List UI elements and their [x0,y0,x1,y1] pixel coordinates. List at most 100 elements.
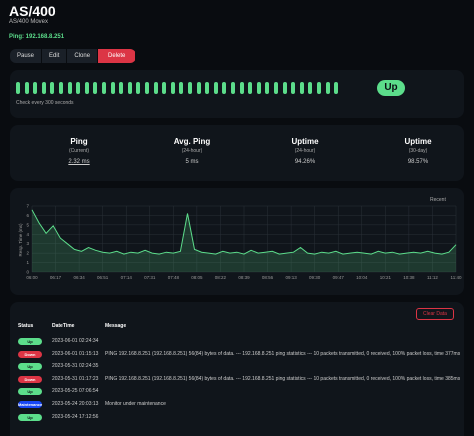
title: AS/400 [9,3,56,19]
heartbeat [41,82,46,94]
y-tick-label: 1 [26,260,29,265]
datetime: 2023-05-25 07:06:54 [52,388,99,395]
heartbeat [256,82,261,94]
chart: Resp. Time (ms) 0 1 2 3 4 5 6 7 06:00 06:17 06:34 0… [18,204,462,281]
x-tick-label: 08:39 [238,275,250,280]
heartbeat [24,82,29,94]
x-tick-label: 07:14 [121,275,133,280]
heartbeat [93,82,98,94]
x-tick-label: 11:40 [451,275,462,280]
x-tick-label: 08:22 [215,275,227,280]
status-pill: Down [18,350,42,358]
status-pill: Up [18,388,42,396]
heartbeat [102,82,106,94]
x-tick-label: 10:04 [356,275,368,280]
column-header: DateTime [52,323,75,329]
stat-label: Avg. Ping [173,137,211,146]
y-tick-label: 2 [26,251,29,256]
heartbeat [119,82,124,94]
stat-value: 5 ms [185,159,199,165]
heartbeat [308,82,313,94]
column-header: Status [18,323,34,329]
heartbeat [239,82,244,94]
x-tick-label: 09:13 [285,275,297,280]
stat: Uptime (30-day) 98.57% [363,137,473,165]
line [31,209,457,255]
y-tick-label: 4 [26,232,29,237]
stat: Uptime (24-hour) 94.26% [250,137,360,165]
stat-period: (30-day) [408,148,428,154]
interval: Check every 300 seconds [16,100,74,106]
heartbeat [67,82,72,94]
status-pill: Down [18,375,42,383]
subtitle: AS/400 Movex [9,19,49,25]
x-tick-label: 11:12 [427,275,438,280]
y-axis-label: Resp. Time (ms) [18,223,23,257]
heartbeat-card: Up Check every 300 seconds [10,70,464,118]
stat: Avg. Ping (24-hour) 5 ms [137,137,247,165]
stat-period: (24-hour) [294,148,316,154]
button-group: Pause Edit Clone Delete [10,49,136,63]
heartbeat [136,82,141,94]
stat-value: 2.32 ms [68,159,90,165]
stat: Ping (Current) 2.32 ms [24,137,134,165]
x-tick-label: 10:38 [403,275,415,280]
heartbeat [16,82,20,94]
heartbeat [50,82,55,94]
heartbeat [127,82,132,94]
x-tick-label: 07:48 [168,275,180,280]
status-pill: Maintenance [18,401,43,408]
range-selector[interactable]: Recent [430,197,446,203]
x-tick-label: 09:47 [333,275,345,280]
x-tick-label: 06:34 [73,275,85,280]
heartbeat [291,82,296,94]
heartbeat [282,82,287,94]
heartbeat [84,82,89,94]
events-card: Clear Data Status DateTime Message Up 2023-0… [10,302,464,436]
heartbeat [179,82,184,94]
clear-data-button[interactable]: Clear Data [416,308,454,320]
x-tick-label: 06:00 [26,275,38,280]
heartbeat [170,82,175,94]
stat-label: Ping [70,137,88,146]
stat-label: Uptime [404,137,432,146]
heartbeat [274,82,278,94]
heartbeat [222,82,227,94]
message: PING 192.168.8.251 (192.168.8.251) 56(84… [105,350,460,357]
datetime: 2023-05-31 02:24:35 [52,363,99,370]
y-tick-label: 5 [26,222,29,227]
heartbeat [59,82,63,94]
stat-period: (24-hour) [181,148,203,154]
y-tick-label: 6 [26,213,29,218]
heartbeat [153,82,158,94]
edit-button[interactable]: Edit [42,49,67,63]
column-header: Message [105,323,127,329]
heartbeat [299,82,304,94]
heartbeat [334,82,339,94]
y-tick-label: 7 [26,204,29,209]
heartbeat [33,82,38,94]
heartbeat [188,82,192,94]
y-tick-label: 3 [26,241,29,246]
x-tick-label: 10:21 [380,275,392,280]
x-tick-label: 08:56 [262,275,274,280]
delete-button[interactable]: Delete [98,49,136,63]
heartbeat [248,82,253,94]
x-tick-label: 06:51 [97,275,109,280]
stat-period: (Current) [68,148,89,154]
stat-label: Uptime [291,137,319,146]
stat-value: 98.57% [407,159,429,165]
chart-card: Recent Resp. Time (ms) 0 1 2 3 4 5 6 7 06:00 06:1… [10,188,464,295]
y-tick-label: 0 [26,270,29,275]
stats-card: Ping (Current) 2.32 ms Avg. Ping (24-hour) 5 … [10,125,464,181]
area [32,209,456,272]
pause-button[interactable]: Pause [10,49,42,63]
heartbeat [196,82,201,94]
clone-button[interactable]: Clone [67,49,98,63]
status-pill: Up [18,338,42,345]
status-pill: Up [18,363,42,371]
heartbeat [213,82,218,94]
heartbeat [231,82,235,94]
status-pill: Up [18,413,42,421]
